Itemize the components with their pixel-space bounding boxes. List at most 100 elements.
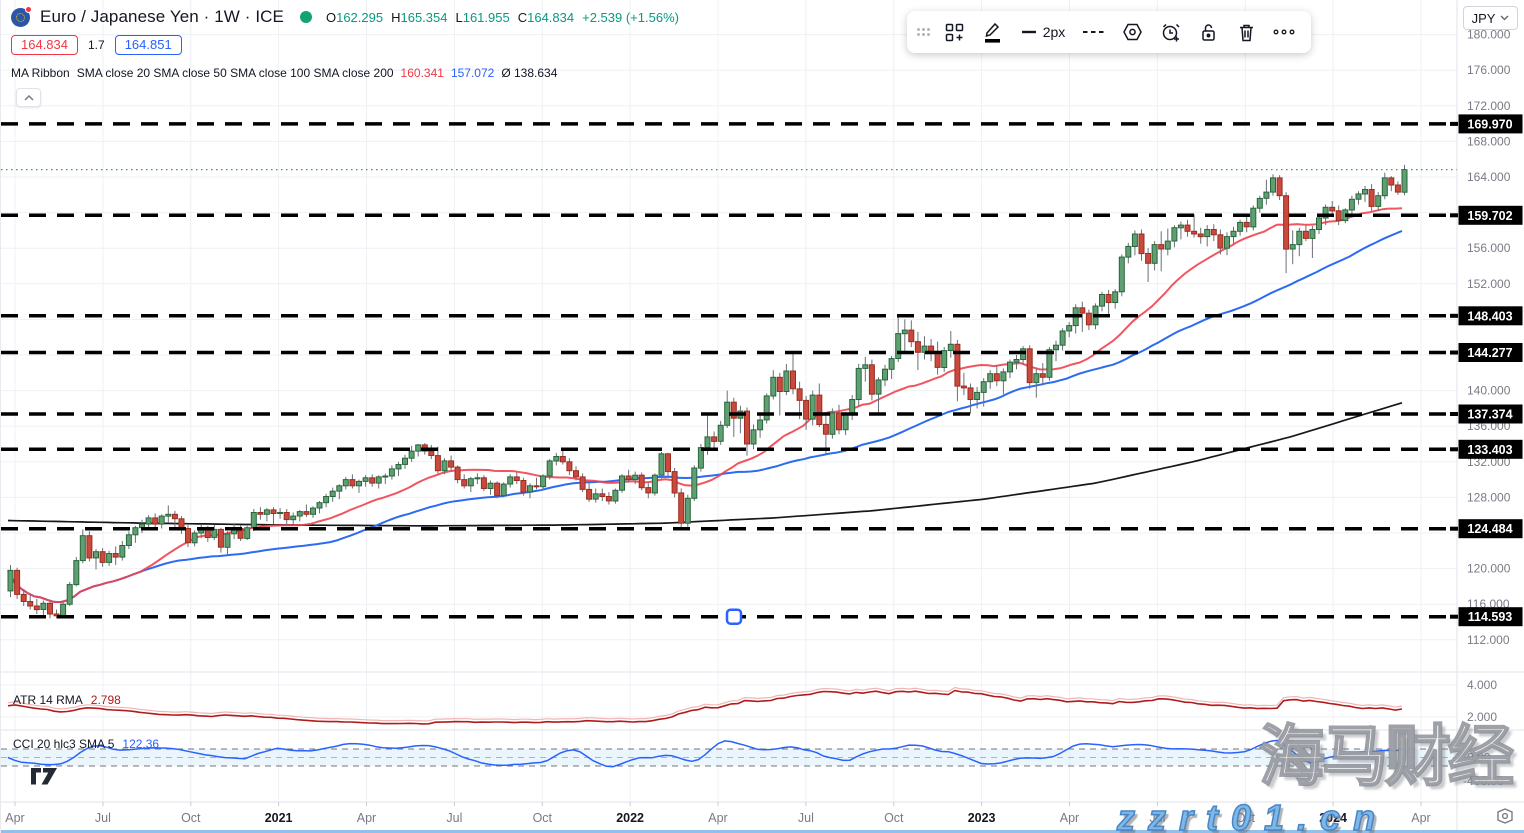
template-grid-icon [945,23,963,41]
delete-button[interactable] [1227,15,1265,49]
time-tick-label: 2022 [616,811,644,825]
cci-tick-label: -400.00 [1463,774,1504,788]
candlestick-series [7,164,1408,619]
atr-line[interactable] [7,689,1403,725]
shape-style-button[interactable] [1113,15,1151,49]
ma-ribbon-name[interactable]: MA Ribbon [11,66,70,80]
svg-text:148.403: 148.403 [1467,309,1512,323]
atr-tick-label: 2.000 [1467,710,1497,724]
tradingview-logo-icon [31,768,57,785]
watermark-url: zzrt01.cn [1116,796,1389,833]
close-value: 164.834 [527,9,575,25]
line-width-value: 2px [1042,24,1066,40]
time-tick-label: 2021 [265,811,293,825]
notification-dot-icon [25,6,32,13]
chevron-up-icon [23,94,34,101]
lock-button[interactable] [1189,15,1227,49]
cci-line[interactable] [7,739,1403,768]
price-tick-label: 180.000 [1467,28,1511,42]
time-tick-label: 2023 [968,811,996,825]
gear-icon [1497,808,1513,824]
line-style-button[interactable] [1075,15,1113,49]
cci-value: 122.36 [122,737,160,751]
atr-value: 2.798 [90,693,121,707]
bottom-accent-line [1,830,1524,833]
alert-clock-plus-icon [1162,23,1180,41]
bid-ask-row: 164.834 1.7 164.851 [11,35,182,55]
time-tick-label: 2024 [1319,811,1347,825]
time-tick-label: Oct [1236,811,1256,825]
time-axis-panel[interactable] [1,802,1524,833]
line-width-icon [1021,30,1036,34]
level-price-chip [1458,607,1523,627]
symbol-title[interactable]: Euro / Japanese Yen · 1W · ICE [40,7,284,26]
atr-tick-label: 4.000 [1467,678,1497,692]
close-label: C [517,9,528,25]
add-alert-button[interactable] [1151,15,1189,49]
sell-button[interactable]: 164.834 [11,35,78,55]
template-button[interactable] [935,15,973,49]
color-picker-button[interactable] [973,15,1011,49]
atr-name[interactable]: ATR 14 RMA [13,693,83,707]
dashed-line-icon [1083,31,1105,33]
time-tick-label: Jul [1149,811,1165,825]
price-tick-label: 176.000 [1467,63,1511,77]
more-options-button[interactable] [1265,15,1303,49]
spread-value: 1.7 [88,38,105,52]
price-tick-label: 156.000 [1467,241,1511,255]
ma-ribbon-params: SMA close 20 SMA close 50 SMA close 100 … [76,66,394,80]
tradingview-logo[interactable] [29,762,65,795]
drawing-toolbar: 2px [907,11,1311,53]
pencil-color-icon [985,22,1000,43]
level-price-chip [1458,205,1523,225]
svg-text:137.374: 137.374 [1467,408,1512,422]
symbol-logo-icon [11,6,32,27]
high-value: 165.354 [400,9,448,25]
sma50-line[interactable] [7,229,1403,604]
atr-raw-line [7,686,1403,722]
price-tick-label: 120.000 [1467,562,1511,576]
price-tick-label: 128.000 [1467,490,1511,504]
line-width-button[interactable]: 2px [1011,15,1075,49]
price-tick-label: 168.000 [1467,134,1511,148]
time-axis-labels: Apr Jul Oct 2021 Apr Jul Oct 2022 Apr Jul Oct 2023 A… [5,802,1431,825]
cci-legend: CCI 20 hlc3 SMA 5 122.36 [13,737,159,751]
axis-settings-button[interactable] [1495,806,1515,831]
watermark-chinese: 海马财经 [1258,719,1515,793]
currency-selector[interactable]: JPY [1463,6,1518,30]
cci-tick-label: 0.00 [1467,751,1491,765]
sma20-line[interactable] [7,207,1403,604]
trash-icon [1239,24,1253,41]
time-tick-label: Oct [181,811,201,825]
buy-button[interactable]: 164.851 [114,35,182,55]
level-price-chip [1458,404,1523,424]
price-tick-label: 152.000 [1467,277,1511,291]
sma200-line[interactable] [7,401,1403,527]
low-label: L [455,9,463,25]
level-lines[interactable] [1,122,1457,619]
drawing-anchor-handle[interactable] [725,608,743,625]
collapse-legend-button[interactable] [16,88,41,107]
time-tick-label: Jul [798,811,814,825]
time-tick-label: Oct [884,811,904,825]
price-axis-labels: 180.000 176.000 172.000 168.000 164.000 156.0… [1463,28,1511,788]
price-tick-label: 140.000 [1467,384,1511,398]
time-tick-label: Jul [95,811,111,825]
level-price-chips: 169.970 159.702 148.403 144.277 137.374 133.4… [1450,114,1523,627]
level-price-chip [1458,519,1523,539]
time-tick-label: Oct [533,811,553,825]
svg-text:144.277: 144.277 [1467,346,1512,360]
toolbar-drag-handle-icon[interactable] [915,28,931,36]
unlock-icon [1201,23,1215,41]
price-tick-label: 172.000 [1467,99,1511,113]
cci-name[interactable]: CCI 20 hlc3 SMA 5 [13,737,115,751]
high-label: H [391,9,401,25]
svg-text:114.593: 114.593 [1468,610,1513,624]
svg-text:124.484: 124.484 [1467,522,1512,536]
currency-label: JPY [1471,10,1496,26]
market-status-icon[interactable] [299,11,312,23]
ohlc-values: O 162.295 H 165.354 L 161.955 C 164.834 +2.5… [326,10,679,25]
